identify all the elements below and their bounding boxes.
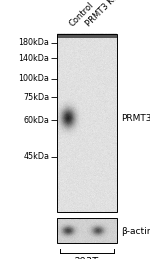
Text: β-actin: β-actin: [121, 227, 150, 235]
Bar: [57, 34, 117, 212]
Bar: [57, 34, 117, 38]
Text: PRMT3: PRMT3: [121, 114, 150, 123]
Bar: [57, 218, 117, 243]
Bar: [57, 212, 117, 218]
Text: 100kDa: 100kDa: [19, 75, 50, 83]
Text: PRMT3 KO: PRMT3 KO: [84, 0, 121, 28]
Text: 75kDa: 75kDa: [23, 93, 50, 102]
Text: 140kDa: 140kDa: [19, 54, 50, 63]
Text: 180kDa: 180kDa: [19, 38, 50, 47]
Text: 60kDa: 60kDa: [24, 116, 50, 125]
Text: Control: Control: [68, 1, 96, 28]
Text: 45kDa: 45kDa: [24, 152, 50, 161]
Text: 293T: 293T: [74, 257, 99, 259]
